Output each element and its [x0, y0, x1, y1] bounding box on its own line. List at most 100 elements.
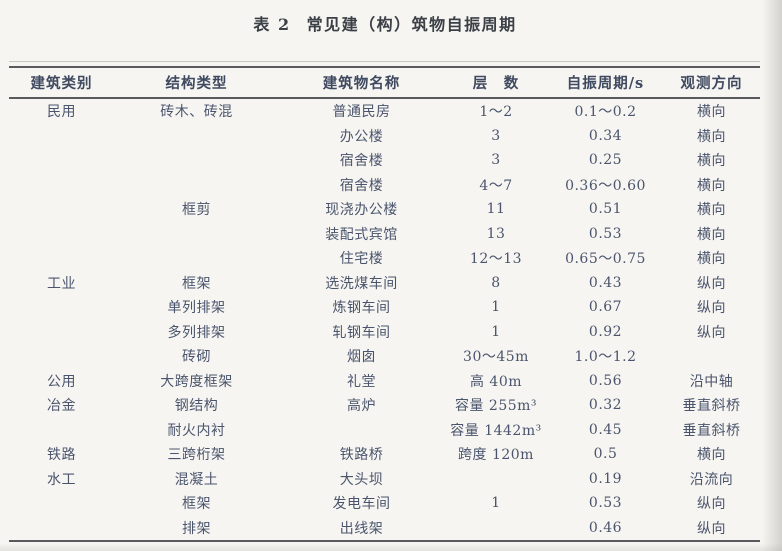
cell: 烟囱 — [347, 349, 376, 366]
cell — [114, 124, 279, 149]
cell: 0.46 — [588, 519, 623, 536]
table-row: 宿舍楼 3 0.25 横向 — [9, 148, 760, 173]
cell: 0.34 — [588, 127, 623, 144]
cell: 工业 — [47, 275, 76, 292]
cell — [114, 148, 279, 173]
cell: 1.0～1.2 — [574, 349, 637, 366]
cell: 1 — [491, 495, 501, 512]
cell: 3 — [491, 152, 501, 169]
cell: 12～13 — [469, 251, 523, 268]
table-row: 框剪 现浇办公楼 11 0.51 横向 — [9, 197, 760, 222]
table-row: 水工 混凝土 大头坝 0.19 沿流向 — [9, 467, 760, 492]
cell — [663, 344, 760, 369]
cell: 炼钢车间 — [332, 300, 391, 317]
cell — [9, 197, 114, 222]
column-header: 建筑物名称 — [322, 75, 401, 92]
cell: 纵向 — [697, 275, 726, 292]
cell: 横向 — [697, 177, 726, 194]
cell: 礼堂 — [347, 373, 376, 390]
scan-edge-shadow-right — [762, 0, 782, 551]
cell: 冶金 — [47, 398, 76, 415]
cell — [9, 295, 114, 320]
cell: 住宅楼 — [339, 251, 384, 268]
cell: 0.32 — [588, 397, 623, 414]
cell: 0.53 — [588, 225, 623, 242]
cell — [9, 148, 114, 173]
header-row: 建筑类别 结构类型 建筑物名称 层 数 自振周期/s 观测方向 — [9, 67, 760, 98]
cell: 容量 255m³ — [454, 398, 538, 415]
cell — [9, 320, 114, 345]
table-row: 公用 大跨度框架 礼堂 高 40m 0.56 沿中轴 — [9, 369, 760, 394]
cell: 13 — [486, 225, 506, 242]
cell: 高炉 — [347, 398, 376, 415]
table-row: 工业 框架 选洗煤车间 8 0.43 纵向 — [9, 271, 760, 296]
cell: 纵向 — [697, 300, 726, 317]
cell: 垂直斜桥 — [682, 422, 741, 439]
cell: 普通民房 — [332, 104, 391, 121]
cell: 0.25 — [588, 152, 623, 169]
cell — [114, 173, 279, 198]
cell: 横向 — [697, 226, 726, 243]
cell: 钢结构 — [174, 398, 219, 415]
cell: 30～45m — [463, 349, 529, 366]
cell — [444, 516, 548, 542]
cell — [9, 173, 114, 198]
table-row: 排架 出线架 0.46 纵向 — [9, 516, 760, 542]
cell: 混凝土 — [174, 471, 219, 488]
table-row: 住宅楼 12～13 0.65～0.75 横向 — [9, 246, 760, 271]
cell — [9, 516, 114, 542]
cell: 框剪 — [182, 202, 211, 219]
cell: 8 — [491, 274, 501, 291]
cell: 民用 — [47, 104, 76, 121]
cell: 0.65～0.75 — [565, 251, 646, 268]
cell: 纵向 — [697, 496, 726, 513]
page-title: 表 2 常见建（构）筑物自振周期 — [0, 11, 770, 35]
cell: 发电车间 — [332, 496, 391, 513]
cell: 0.53 — [588, 495, 623, 512]
table-row: 框架 发电车间 1 0.53 纵向 — [9, 491, 760, 516]
cell: 0.56 — [588, 372, 623, 389]
cell: 砖砌 — [182, 349, 211, 366]
table-row: 办公楼 3 0.34 横向 — [9, 124, 760, 149]
cell: 横向 — [697, 128, 726, 145]
table-body: 民用 砖木、砖混 普通民房 1～2 0.1～0.2 横向 办公楼 3 0.34 横向 宿舍楼 3 0.2… — [9, 98, 760, 541]
column-header: 建筑类别 — [30, 75, 93, 92]
cell: 公用 — [47, 373, 76, 390]
column-header: 层 数 — [472, 75, 520, 92]
cell: 大跨度框架 — [160, 373, 233, 390]
cell — [444, 467, 548, 492]
table-row: 装配式宾馆 13 0.53 横向 — [9, 222, 760, 247]
cell — [114, 222, 279, 247]
cell: 容量 1442m³ — [450, 422, 542, 439]
cell: 宿舍楼 — [339, 177, 384, 194]
cell: 1～2 — [479, 104, 513, 121]
cell: 11 — [486, 201, 506, 218]
cell: 0.45 — [588, 421, 623, 438]
cell — [279, 418, 444, 443]
cell: 轧钢车间 — [332, 324, 391, 341]
cell: 0.1～0.2 — [574, 104, 637, 121]
cell: 横向 — [697, 202, 726, 219]
cell — [9, 124, 114, 149]
cell: 框架 — [182, 496, 211, 513]
cell: 高 40m — [469, 373, 523, 390]
cell: 0.19 — [588, 470, 623, 487]
cell: 现浇办公楼 — [325, 202, 398, 219]
cell: 沿中轴 — [689, 373, 734, 390]
cell: 0.5 — [593, 446, 618, 463]
column-header: 结构类型 — [165, 75, 228, 92]
cell: 水工 — [47, 471, 76, 488]
vibration-period-table: 建筑类别 结构类型 建筑物名称 层 数 自振周期/s 观测方向 民用 砖木、砖混 普通民房 1～… — [9, 66, 760, 542]
cell: 纵向 — [697, 520, 726, 537]
table-row: 民用 砖木、砖混 普通民房 1～2 0.1～0.2 横向 — [9, 98, 760, 124]
column-header: 观测方向 — [680, 75, 743, 92]
cell: 铁路 — [47, 447, 76, 464]
cell: 0.92 — [588, 323, 623, 340]
table-header: 建筑类别 结构类型 建筑物名称 层 数 自振周期/s 观测方向 — [9, 67, 760, 98]
table-row: 砖砌 烟囱 30～45m 1.0～1.2 — [9, 344, 760, 369]
cell: 横向 — [697, 153, 726, 170]
cell: 单列排架 — [167, 300, 226, 317]
scan-edge-shadow-bottom — [0, 543, 782, 551]
cell: 排架 — [182, 520, 211, 537]
cell: 1 — [491, 299, 501, 316]
